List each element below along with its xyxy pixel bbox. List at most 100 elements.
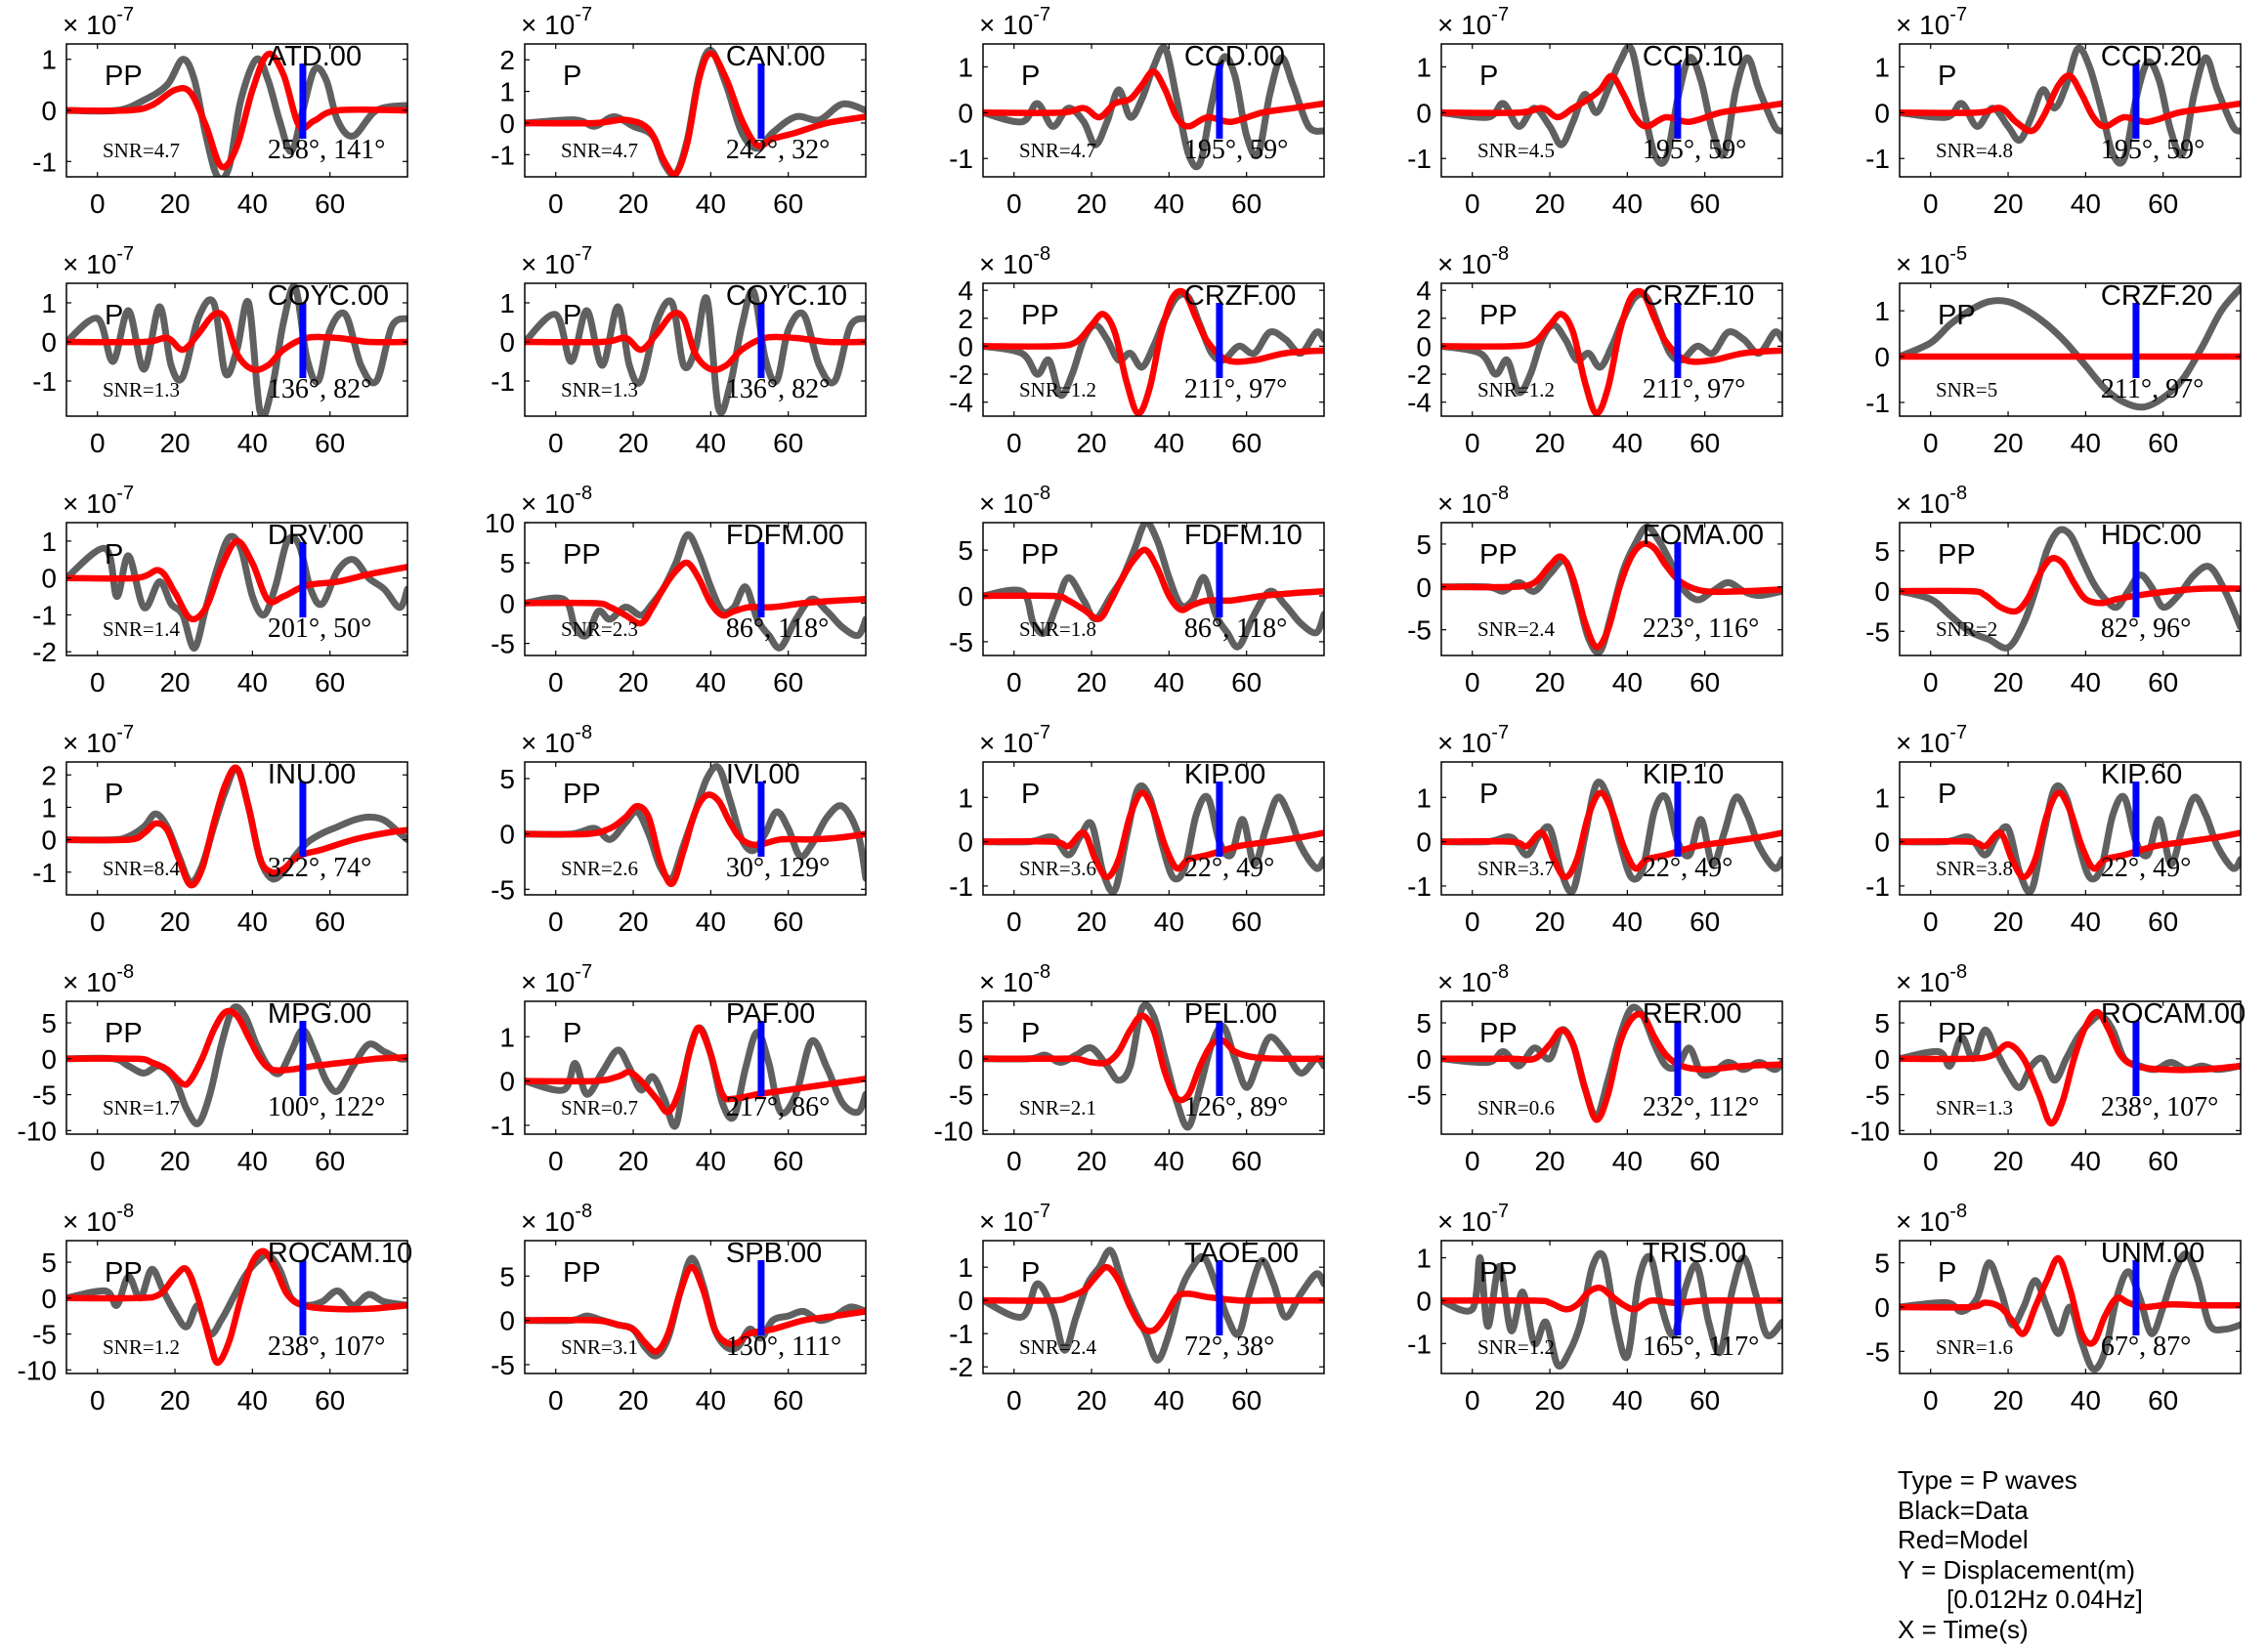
phase-label: PP — [1938, 300, 1976, 331]
y-tick-label: 0 — [1874, 576, 1890, 607]
x-tick-label: 60 — [773, 1385, 803, 1416]
y-exponent: × 10-8 — [521, 483, 592, 519]
axes-box — [524, 282, 867, 417]
panel-crzf-20: 0 20 40 60 -1 0 1× 10-5 PP CRZF.20 SNR=5 211°, 97° — [1865, 243, 2242, 458]
x-tick-label: 20 — [1076, 667, 1106, 697]
x-tick-label: 20 — [618, 428, 648, 458]
y-tick-label: -1 — [949, 871, 973, 902]
x-tick-label: 20 — [1076, 428, 1106, 458]
angles-label: 22°, 49° — [1184, 853, 1274, 883]
x-tick-label: 60 — [315, 189, 345, 219]
angles-label: 72°, 38° — [1184, 1331, 1274, 1362]
panel-ccd-00: 0 20 40 60 -1 0 1× 10-7 P CCD.00 SNR=4.7 195°, 59° — [949, 4, 1325, 219]
y-tick-label: 1 — [958, 52, 973, 82]
station-label: CAN.00 — [726, 41, 826, 72]
angles-label: 223°, 116° — [1643, 613, 1759, 644]
y-tick-label: 0 — [958, 98, 973, 128]
y-tick-label: 0 — [1416, 827, 1432, 858]
x-tick-label: 40 — [1154, 1385, 1184, 1416]
phase-label: PP — [1479, 300, 1518, 331]
station-label: FOMA.00 — [1643, 520, 1764, 551]
phase-label: PP — [105, 61, 143, 92]
data-trace — [66, 283, 407, 416]
snr-label: SNR=3.7 — [1477, 857, 1555, 880]
axes-box — [524, 1000, 867, 1135]
y-tick-label: 1 — [1874, 52, 1890, 82]
y-tick-label: -10 — [1851, 1116, 1890, 1146]
station-label: IVI.00 — [726, 759, 800, 790]
x-tick-label: 20 — [1534, 1385, 1564, 1416]
y-tick-label: 1 — [1874, 296, 1890, 326]
x-tick-label: 40 — [696, 189, 726, 219]
legend-x-unit: X = Time(s) — [1898, 1614, 2029, 1644]
phase-label: P — [1021, 779, 1040, 810]
phase-label: PP — [563, 1257, 601, 1289]
panel-spb-00: 0 20 40 60 -5 0 5× 10-8 PP SPB.00 SNR=3.1 130°, 11… — [491, 1201, 867, 1416]
y-tick-label: 0 — [958, 1044, 973, 1075]
x-tick-label: 40 — [1612, 907, 1643, 937]
y-tick-label: -2 — [1407, 359, 1432, 390]
axes-box — [524, 43, 867, 178]
y-tick-label: 1 — [499, 77, 515, 107]
angles-label: 82°, 96° — [2101, 613, 2191, 644]
x-tick-label: 20 — [618, 907, 648, 937]
y-exponent: × 10-7 — [63, 722, 134, 758]
angles-label: 211°, 97° — [1184, 374, 1287, 404]
x-tick-label: 60 — [773, 667, 803, 697]
phase-label: P — [563, 61, 581, 92]
data-trace — [66, 532, 407, 652]
x-tick-label: 60 — [315, 428, 345, 458]
phase-label: P — [1021, 1257, 1040, 1289]
x-tick-label: 0 — [548, 1385, 564, 1416]
snr-label: SNR=4.7 — [1019, 139, 1096, 162]
y-exponent: × 10-7 — [1896, 4, 1967, 40]
snr-label: SNR=1.2 — [1019, 378, 1096, 401]
y-tick-label: 0 — [1416, 98, 1432, 128]
y-tick-label: 4 — [958, 275, 973, 306]
snr-label: SNR=4.7 — [103, 139, 180, 162]
y-tick-label: 5 — [958, 1008, 973, 1038]
x-tick-label: 60 — [315, 1146, 345, 1176]
model-trace — [1441, 72, 1782, 130]
y-exponent: × 10-8 — [521, 1201, 592, 1237]
model-trace — [525, 310, 866, 373]
angles-label: 242°, 32° — [726, 135, 830, 165]
y-tick-label: -5 — [949, 627, 973, 657]
y-exponent: × 10-7 — [63, 4, 134, 40]
plot-area — [66, 50, 407, 177]
station-label: CRZF.20 — [2101, 280, 2212, 312]
y-tick-label: 5 — [41, 1247, 57, 1278]
x-tick-label: 0 — [1465, 1385, 1480, 1416]
legend: Type = P waves Black=Data Red=Model Y = … — [1898, 1465, 2249, 1644]
y-exponent: × 10-8 — [1437, 483, 1509, 519]
y-tick-label: -5 — [1865, 1080, 1890, 1111]
data-trace — [1441, 1249, 1782, 1370]
x-tick-label: 40 — [696, 428, 726, 458]
station-label: CCD.20 — [2101, 41, 2202, 72]
y-tick-label: -1 — [491, 140, 515, 170]
x-tick-label: 20 — [1076, 189, 1106, 219]
x-tick-label: 0 — [1923, 667, 1939, 697]
y-exponent: × 10-8 — [979, 961, 1050, 997]
panel-paf-00: 0 20 40 60 -1 0 1× 10-7 P PAF.00 SNR=0.7 217°, 86° — [491, 961, 867, 1176]
y-tick-label: 0 — [41, 564, 57, 594]
axes-box — [982, 1000, 1325, 1135]
data-trace — [1900, 1250, 2241, 1373]
model-trace — [1441, 1010, 1782, 1123]
phase-label: P — [563, 300, 581, 331]
legend-type: Type = P waves — [1898, 1465, 2077, 1495]
y-tick-label: -5 — [491, 629, 515, 659]
y-tick-label: 5 — [499, 764, 515, 794]
snr-label: SNR=2.6 — [561, 857, 638, 880]
angles-label: 130°, 111° — [726, 1331, 841, 1362]
angles-label: 22°, 49° — [1643, 853, 1733, 883]
axes-box — [1440, 1000, 1783, 1135]
x-tick-label: 60 — [773, 428, 803, 458]
model-trace — [66, 537, 407, 623]
y-exponent: × 10-8 — [1437, 961, 1509, 997]
y-tick-label: 1 — [1416, 52, 1432, 82]
angles-label: 201°, 50° — [268, 613, 371, 644]
phase-label: PP — [1479, 1018, 1518, 1049]
model-trace — [1900, 72, 2241, 135]
